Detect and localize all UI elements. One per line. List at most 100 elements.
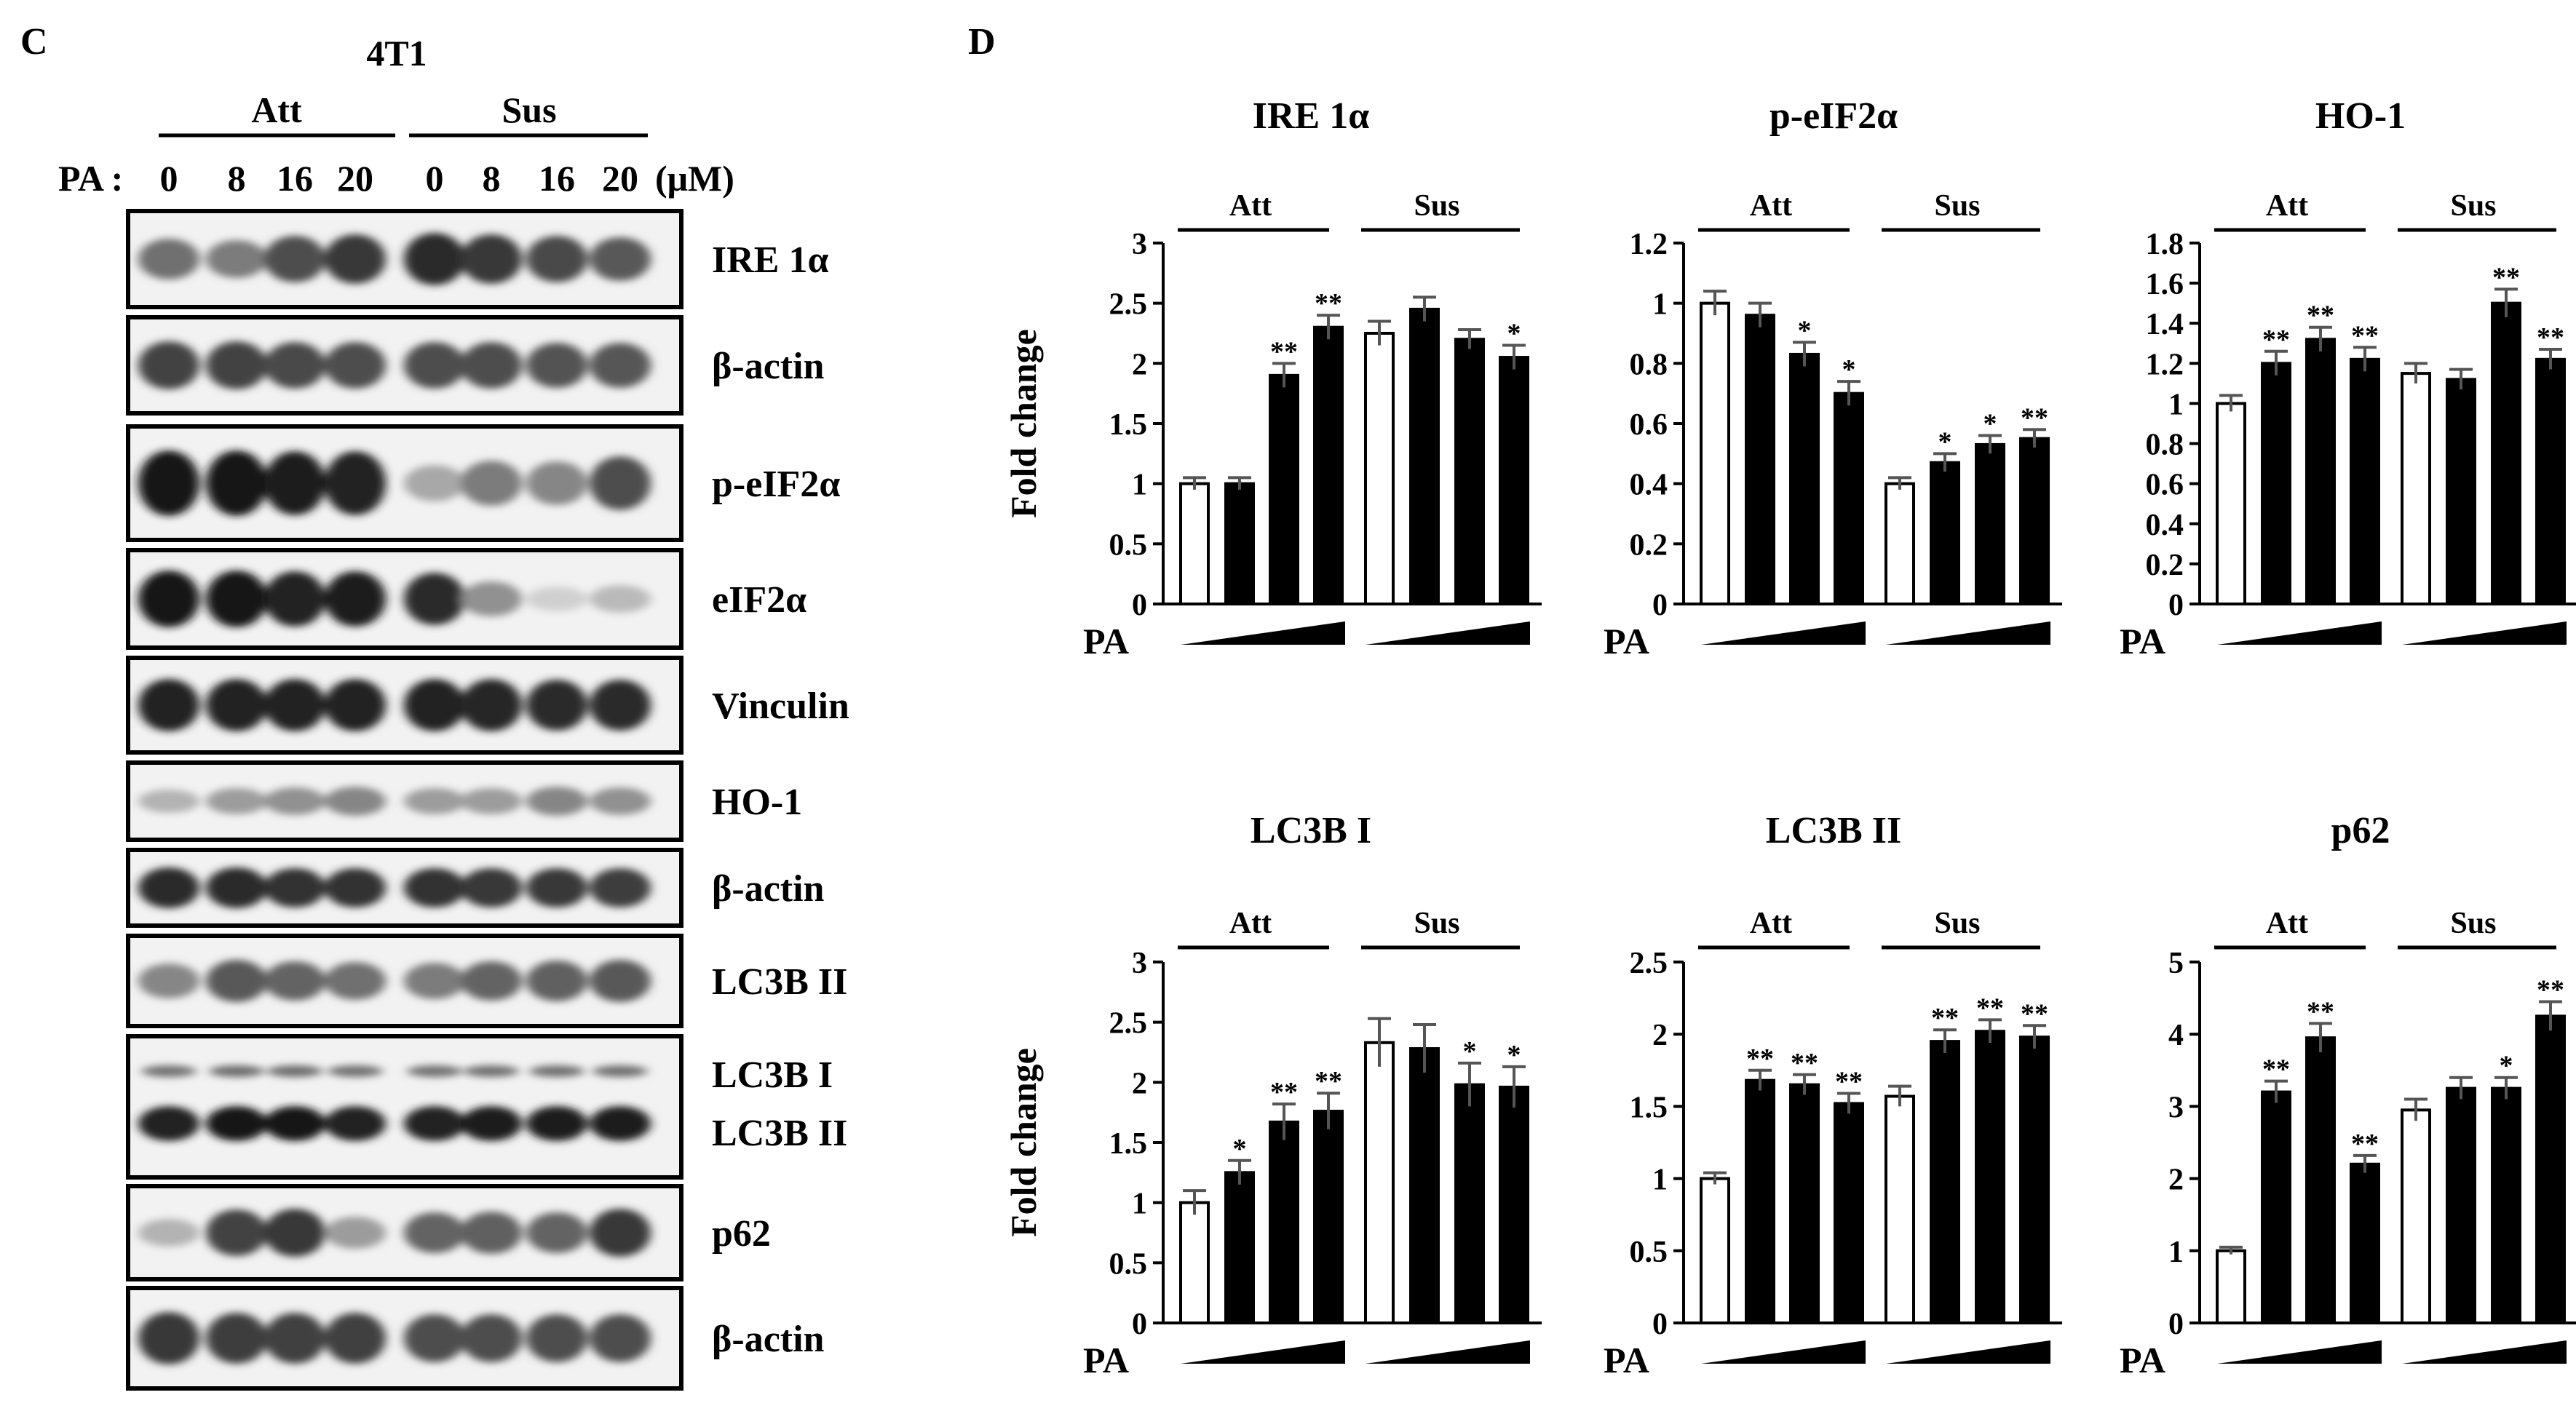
chart-group-label: Att (1750, 189, 1792, 223)
blot-band (138, 239, 199, 279)
y-tick-label: 2.5 (1109, 288, 1148, 322)
blot-band (264, 571, 325, 627)
blot-band (138, 571, 199, 627)
significance-marker: * (1507, 1040, 1521, 1070)
bar (1975, 442, 2005, 606)
significance-marker: ** (1976, 993, 2004, 1023)
chart-group-label: Sus (1414, 907, 1459, 940)
dose-label: 8 (483, 158, 501, 199)
blot-strip: LC3B I LC3B II (126, 1034, 847, 1180)
bar (2019, 1036, 2050, 1324)
y-tick-label: 0.5 (1109, 1247, 1148, 1281)
significance-marker: ** (2021, 998, 2048, 1029)
blot-band (325, 1106, 386, 1141)
chart-title: IRE 1α (1253, 95, 1370, 137)
blot-band (325, 787, 386, 816)
blot-band (264, 868, 325, 907)
bar (1499, 356, 1529, 605)
blot-band (264, 961, 325, 1001)
significance-marker: * (1842, 354, 1856, 385)
bar (2305, 1036, 2336, 1325)
blot-band (526, 236, 587, 282)
blot-band (404, 573, 465, 625)
bar (1269, 1120, 1299, 1324)
y-tick-label: 0.2 (1630, 528, 1668, 562)
y-tick-label: 0 (2168, 589, 2184, 622)
blot-bands (138, 787, 651, 816)
chart-group-label: Sus (2450, 189, 2496, 223)
blot-band (138, 679, 199, 731)
blot-strip-label: β-actin (712, 346, 825, 387)
blot-strip: Vinculin (126, 656, 849, 755)
y-tick-label: 5 (2168, 947, 2184, 980)
group-label-att: Att (251, 90, 302, 130)
blot-band (461, 1314, 522, 1362)
blot-band (138, 1312, 199, 1364)
chart-group-label: Att (1229, 907, 1272, 940)
bar (1834, 392, 1864, 606)
blot-band (464, 1065, 519, 1077)
dose-wedge (2217, 1340, 2382, 1364)
dose-labels: 0 8 16 20 0 8 16 20 (160, 158, 639, 199)
bar-chart: HO-1 Att Sus 0 0.2 0.4 0.6 0.8 1 1.2 1.4 1.6 1.8 ** **… (2120, 95, 2576, 661)
dose-wedge (1366, 621, 1530, 645)
blot-band (209, 1065, 264, 1077)
dose-label: 16 (277, 158, 313, 199)
blot-strip-label: LC3B I (712, 1054, 833, 1096)
dose-label: 16 (539, 158, 575, 199)
y-tick-label: 1.2 (2146, 348, 2184, 381)
blot-band (138, 1106, 199, 1141)
significance-marker: ** (2537, 322, 2564, 353)
chart-group-label: Sus (1414, 189, 1459, 223)
blot-band (590, 1106, 651, 1141)
significance-marker: ** (2262, 325, 2290, 355)
bar-chart: LC3B II Att Sus 0 0.5 1 1.5 2 2.5 ** ** ** ** ** ** PA (1604, 810, 2062, 1380)
blot-strip-label: Vinculin (712, 685, 849, 727)
y-tick-label: 0 (1132, 589, 1147, 622)
blot-bands (138, 571, 651, 627)
blot-band (138, 341, 199, 389)
bar (1700, 301, 1730, 605)
blot-strip: β-actin (126, 848, 825, 928)
significance-marker: * (1507, 319, 1521, 349)
blot-strip-label: LC3B II (712, 961, 847, 1003)
blot-band (590, 1314, 651, 1362)
blot-band (461, 581, 522, 616)
blot-bands (138, 867, 651, 908)
dose-wedge (2217, 621, 2382, 645)
blot-band (590, 868, 651, 907)
significance-marker: ** (1270, 1077, 1298, 1108)
dose-label: 20 (602, 158, 638, 199)
dose-wedge (1366, 1340, 1530, 1364)
pa-axis-label: PA (1604, 621, 1649, 661)
significance-marker: ** (1270, 336, 1298, 367)
blot-band (590, 237, 651, 281)
bar (1409, 307, 1440, 605)
bar (2535, 1014, 2566, 1325)
blot-band (461, 1212, 522, 1254)
bar (2350, 357, 2380, 605)
blot-bands (138, 450, 651, 516)
blot-band (325, 451, 386, 515)
bar (1179, 482, 1210, 606)
blot-band (206, 240, 267, 278)
y-tick-label: 1 (1652, 288, 1668, 322)
blot-band (404, 788, 465, 814)
y-tick-label: 2.5 (1630, 947, 1668, 980)
blot-strip: IRE 1α (126, 209, 829, 309)
y-tick-label: 0.5 (1630, 1236, 1668, 1269)
blot-band (206, 571, 267, 627)
blot-band (325, 1313, 386, 1364)
blot-strip: β-actin (126, 315, 825, 416)
y-tick-label: 0.8 (2146, 429, 2184, 462)
blot-band (264, 451, 325, 515)
blot-strip-label: β-actin (712, 1319, 825, 1360)
blot-bands (138, 679, 651, 731)
blot-band (461, 961, 522, 1001)
y-tick-label: 3 (2168, 1091, 2184, 1124)
blot-band (141, 1065, 197, 1077)
y-tick-label: 1.4 (2146, 308, 2184, 341)
blot-strip-label: p62 (712, 1213, 771, 1255)
